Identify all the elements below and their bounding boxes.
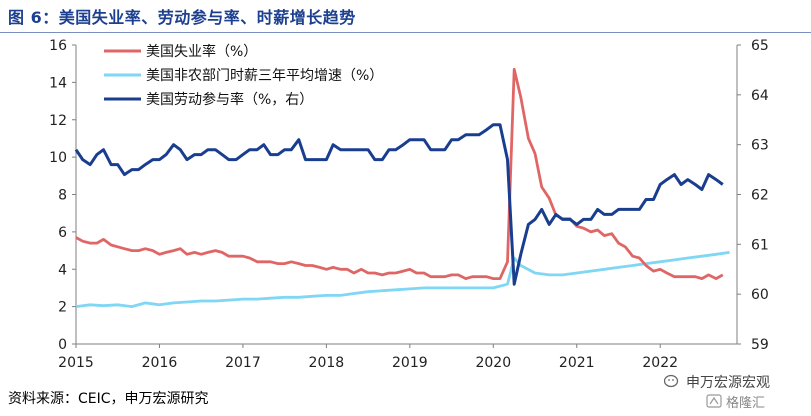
- left-tick-label: 14: [49, 75, 67, 91]
- left-tick-label: 12: [49, 113, 67, 129]
- legend-label-1: 美国非农部门时薪三年平均增速（%）: [146, 68, 383, 84]
- right-tick-label: 64: [751, 88, 769, 104]
- x-tick-label: 2022: [642, 355, 678, 371]
- legend-label-0: 美国失业率（%）: [146, 43, 257, 60]
- watermark: 申万宏源宏观 格隆汇: [664, 372, 796, 412]
- series-line-2: [74, 123, 724, 286]
- page-title: 图 6：美国失业率、劳动参与率、时薪增长趋势: [8, 8, 356, 27]
- x-tick-label: 2016: [142, 355, 178, 371]
- right-tick-label: 63: [751, 138, 769, 154]
- series-line-0: [75, 67, 724, 280]
- legend-label-2: 美国劳动参与率（%，右）: [146, 91, 313, 108]
- left-tick-label: 16: [49, 38, 67, 54]
- x-tick-label: 2021: [559, 355, 595, 371]
- chart-axes: 0 2 4 6 8 10 12 14 16 59 60 61 62 63 64 65 2015 2016 2017 2…: [49, 38, 769, 371]
- x-tick-label: 2019: [392, 355, 428, 371]
- chart-legend: 美国失业率（%） 美国非农部门时薪三年平均增速（%） 美国劳动参与率（%，右）: [104, 43, 383, 108]
- watermark-brand: 格隆汇: [726, 396, 766, 411]
- x-tick-label: 2020: [475, 355, 511, 371]
- source-note: 资料来源：CEIC，申万宏源研究: [8, 391, 209, 407]
- right-tick-label: 62: [751, 188, 769, 204]
- left-tick-label: 8: [58, 188, 67, 204]
- watermark-text: 申万宏源宏观: [686, 375, 770, 391]
- x-tick-label: 2018: [309, 355, 345, 371]
- left-tick-label: 4: [58, 262, 67, 278]
- left-tick-label: 0: [58, 337, 67, 353]
- series-line-1: [75, 251, 730, 308]
- right-tick-label: 60: [751, 287, 769, 303]
- x-tick-label: 2017: [225, 355, 261, 371]
- left-tick-label: 6: [58, 225, 67, 241]
- x-tick-label: 2015: [58, 355, 94, 371]
- left-tick-label: 2: [58, 300, 67, 316]
- left-tick-label: 10: [49, 150, 67, 166]
- logo-icon: [706, 394, 722, 408]
- right-tick-label: 59: [751, 337, 769, 353]
- title-divider: [0, 32, 811, 33]
- wechat-icon: [664, 374, 679, 388]
- right-tick-label: 61: [751, 237, 769, 253]
- chart-lines: [74, 67, 730, 308]
- right-tick-label: 65: [751, 38, 769, 54]
